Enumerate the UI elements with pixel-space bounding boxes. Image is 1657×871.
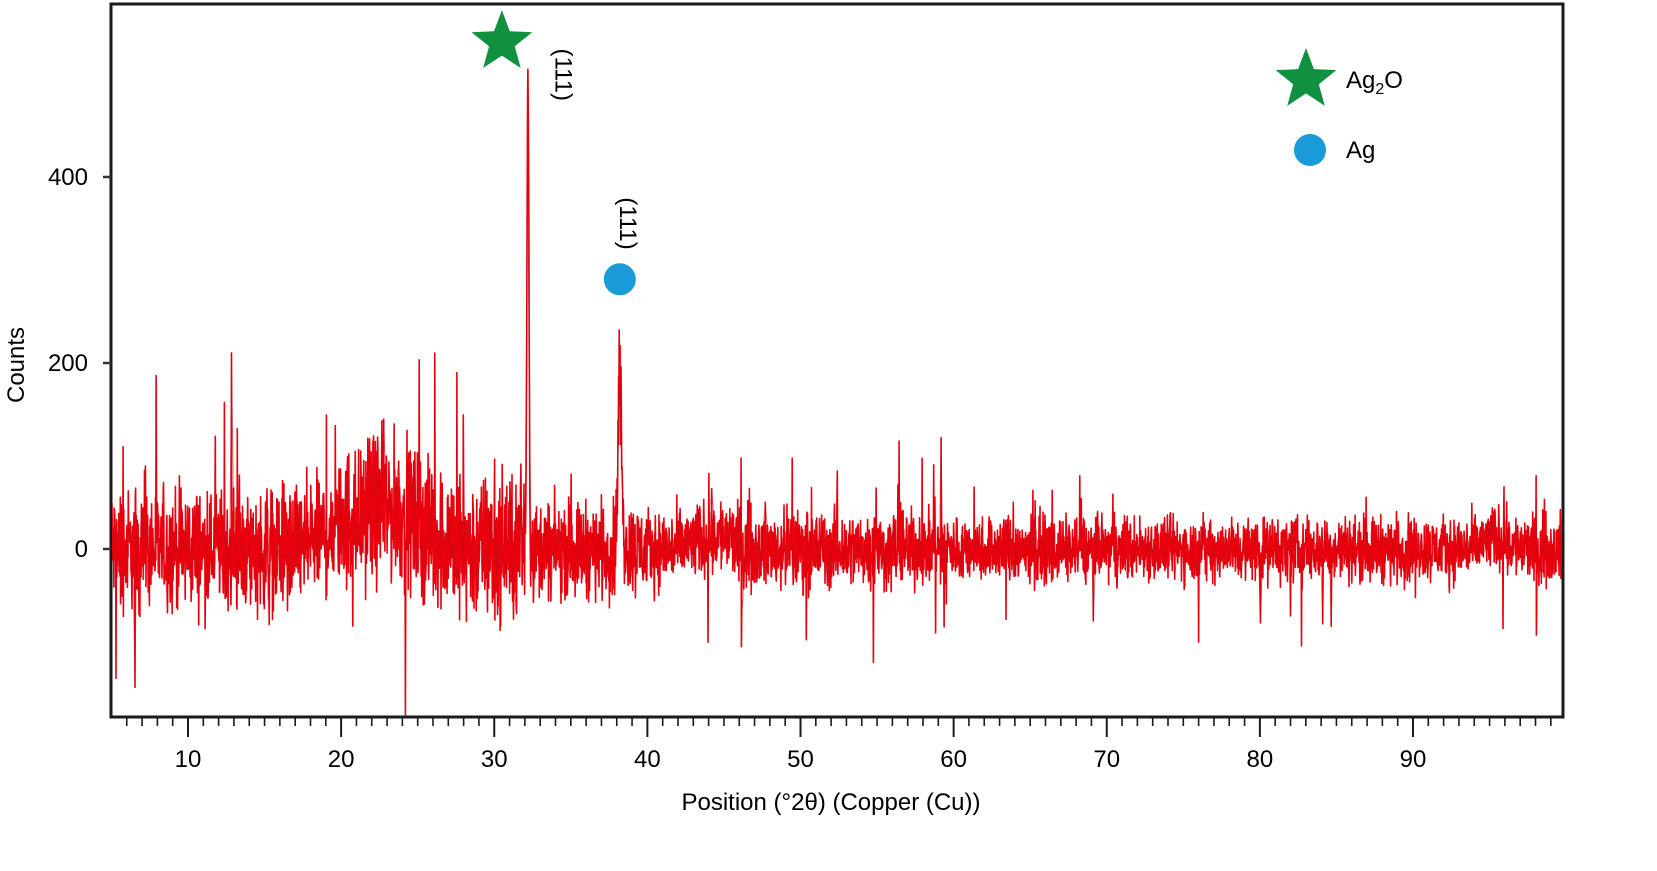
plot-frame xyxy=(109,2,1565,719)
y-axis-ticks: 0 200 400 xyxy=(48,164,111,563)
legend-label: Ag xyxy=(1346,137,1375,164)
legend-circle-icon xyxy=(1294,134,1326,166)
x-tick-label: 50 xyxy=(787,746,814,773)
miller-index-label: (111) xyxy=(550,48,577,100)
y-tick-label: 0 xyxy=(75,536,88,563)
ag2o-star-icon xyxy=(471,10,533,69)
xrd-trace-shade xyxy=(112,170,1562,688)
y-axis-label: Counts xyxy=(3,327,30,403)
x-tick-label: 90 xyxy=(1400,746,1427,773)
x-tick-label: 10 xyxy=(175,746,202,773)
y-tick-label: 400 xyxy=(48,164,88,191)
ag-circle-icon xyxy=(603,263,636,296)
legend-star-icon xyxy=(1275,48,1337,106)
legend: Ag2O Ag xyxy=(1275,48,1403,166)
legend-label: Ag2O xyxy=(1346,67,1403,98)
xrd-trace xyxy=(112,68,1562,716)
x-axis-ticks: 10 20 30 40 50 60 70 80 90 xyxy=(125,717,1552,773)
x-tick-label: 20 xyxy=(328,746,355,773)
x-tick-label: 30 xyxy=(481,746,508,773)
miller-index-label: (111) xyxy=(614,197,641,249)
y-tick-label: 200 xyxy=(48,350,88,377)
peak-annotations: (111) (111) xyxy=(471,10,641,296)
x-tick-label: 80 xyxy=(1247,746,1274,773)
x-tick-label: 70 xyxy=(1093,746,1120,773)
x-tick-label: 40 xyxy=(634,746,661,773)
x-axis-label: Position (°2θ) (Copper (Cu)) xyxy=(681,789,980,816)
x-tick-label: 60 xyxy=(940,746,967,773)
xrd-trace-line xyxy=(112,68,1562,716)
